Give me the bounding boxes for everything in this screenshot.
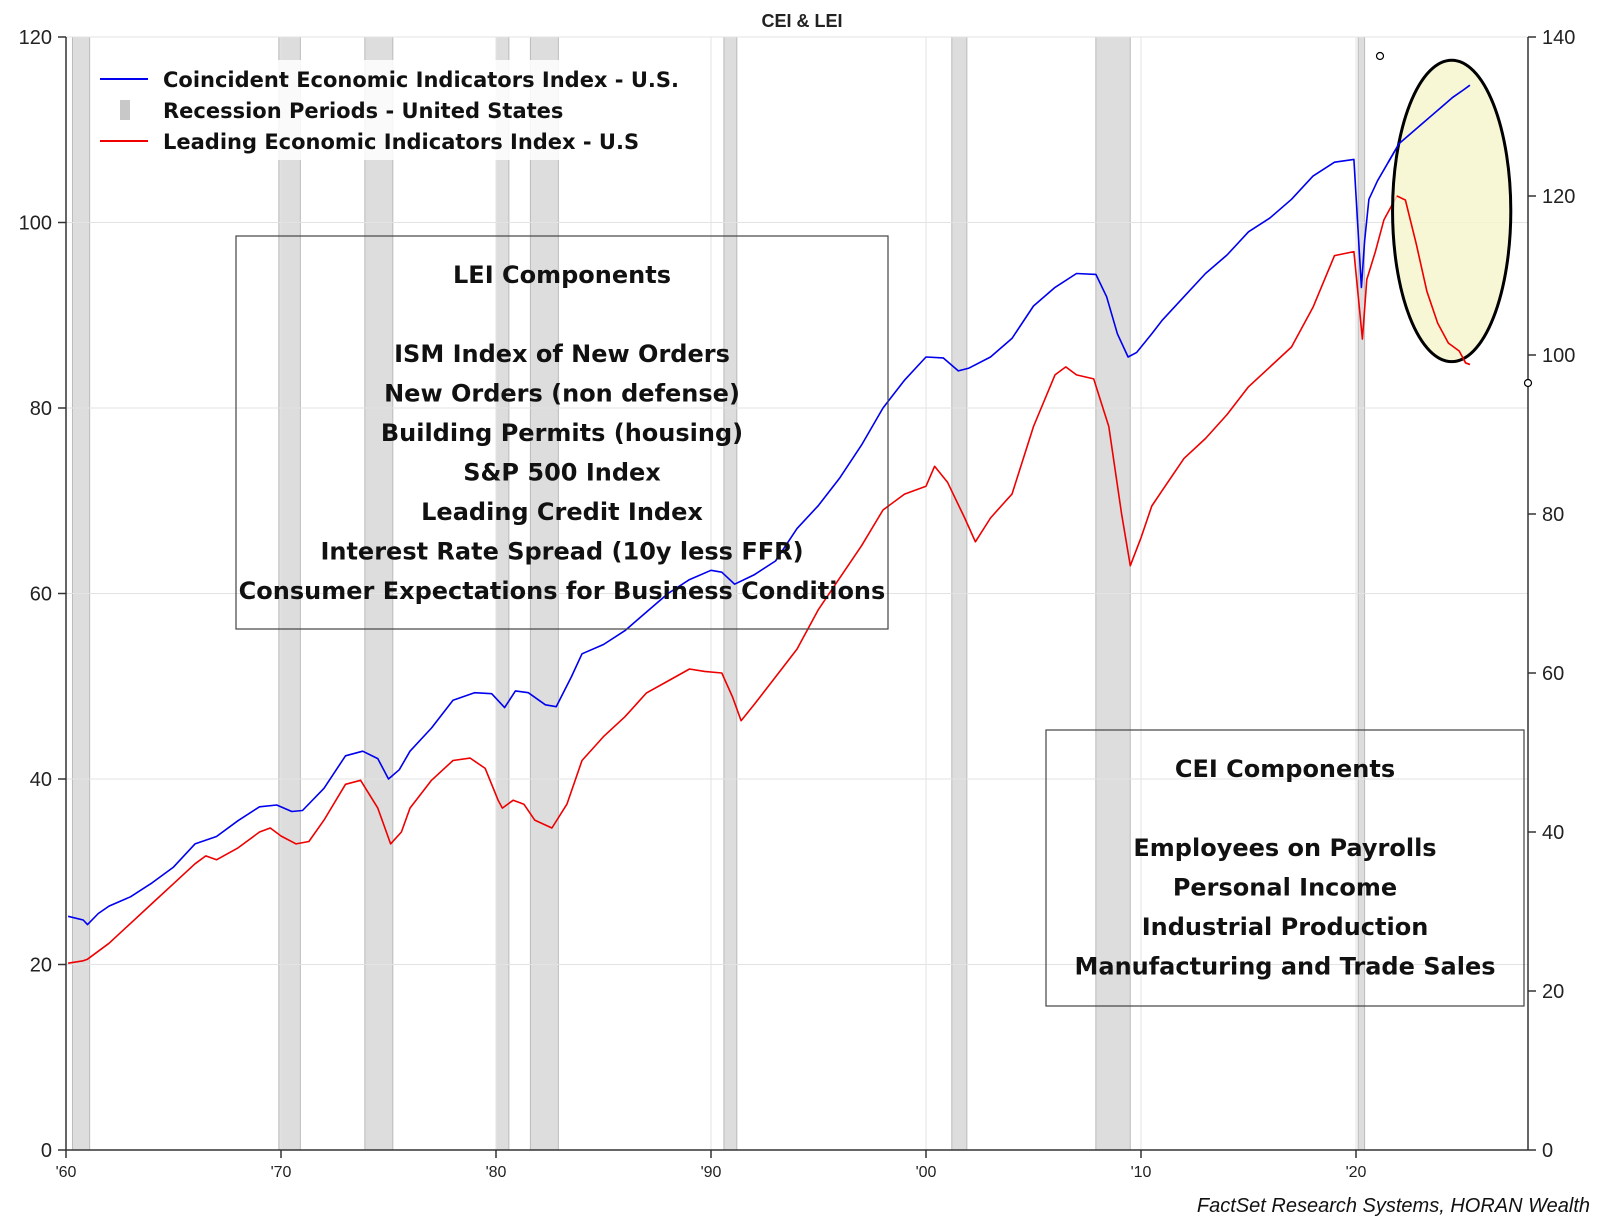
cei-component-item: Industrial Production	[1142, 913, 1429, 941]
x-tick-label: '70	[271, 1164, 292, 1181]
y-left-tick-label: 120	[19, 27, 52, 49]
y-left-tick-label: 20	[30, 955, 52, 977]
x-tick-label: '20	[1346, 1164, 1367, 1181]
y-left-tick-label: 60	[30, 584, 52, 606]
ellipse-handle-top	[1375, 51, 1385, 61]
cei-components-box: CEI Components Employees on Payrolls Perso…	[1045, 729, 1525, 1007]
legend-background	[92, 60, 682, 160]
ellipse-handle-right	[1523, 378, 1533, 388]
cei-box-title: CEI Components	[1175, 755, 1395, 783]
x-tick-label: '80	[486, 1164, 507, 1181]
lei-line-highlighted	[1396, 195, 1471, 366]
y-left-tick-label: 40	[30, 769, 52, 791]
x-tick-label: '00	[916, 1164, 937, 1181]
y-right-tick-label: 0	[1542, 1140, 1553, 1162]
y-right-tick-label: 40	[1542, 822, 1564, 844]
highlight-ellipse	[1375, 51, 1533, 388]
y-right-tick-label: 20	[1542, 981, 1564, 1003]
chart-title: CEI & LEI	[761, 11, 842, 31]
legend-label: Recession Periods - United States	[163, 99, 563, 123]
lei-component-item: Building Permits (housing)	[381, 419, 743, 447]
lei-component-item: S&P 500 Index	[463, 459, 661, 487]
legend-label: Coincident Economic Indicators Index - U…	[163, 68, 679, 92]
highlight-ellipse-shape	[1391, 58, 1513, 364]
cei-component-item: Employees on Payrolls	[1133, 834, 1436, 862]
cei-line	[67, 84, 1471, 926]
y-left-tick-label: 80	[30, 398, 52, 420]
legend: Coincident Economic Indicators Index - U…	[92, 60, 682, 160]
lei-component-item: ISM Index of New Orders	[394, 340, 730, 368]
legend-label: Leading Economic Indicators Index - U.S	[163, 130, 639, 154]
cei-box-frame	[1045, 729, 1525, 1007]
x-tick-label: '60	[56, 1164, 77, 1181]
cei-line-highlighted	[1387, 84, 1471, 163]
source-credit: FactSet Research Systems, HORAN Wealth	[1197, 1195, 1590, 1217]
y-right-tick-label: 60	[1542, 663, 1564, 685]
y-right-tick-label: 140	[1542, 27, 1575, 49]
axes: 0 20 40 60 80 100 120 0 20 40 60 80 100 120 140 '60 '70 '…	[19, 27, 1576, 1181]
y-right-tick-label: 120	[1542, 186, 1575, 208]
lei-box-frame	[235, 235, 889, 630]
lei-component-item: New Orders (non defense)	[384, 380, 740, 408]
lei-component-item: Leading Credit Index	[421, 498, 703, 526]
lei-component-item: Consumer Expectations for Business Condi…	[239, 577, 886, 605]
series-lines	[67, 84, 1471, 964]
lei-line	[67, 195, 1471, 964]
legend-swatch-bar	[120, 100, 130, 120]
y-left-tick-label: 100	[19, 213, 52, 235]
y-left-tick-label: 0	[41, 1140, 52, 1162]
lei-components-box: LEI Components ISM Index of New Orders New…	[235, 235, 889, 630]
y-right-tick-label: 80	[1542, 504, 1564, 526]
x-tick-label: '10	[1131, 1164, 1152, 1181]
x-tick-label: '90	[701, 1164, 722, 1181]
cei-component-item: Manufacturing and Trade Sales	[1074, 953, 1495, 981]
lei-component-item: Interest Rate Spread (10y less FFR)	[320, 538, 803, 566]
y-right-tick-label: 100	[1542, 345, 1575, 367]
cei-component-item: Personal Income	[1173, 874, 1397, 902]
lei-box-title: LEI Components	[453, 261, 671, 289]
